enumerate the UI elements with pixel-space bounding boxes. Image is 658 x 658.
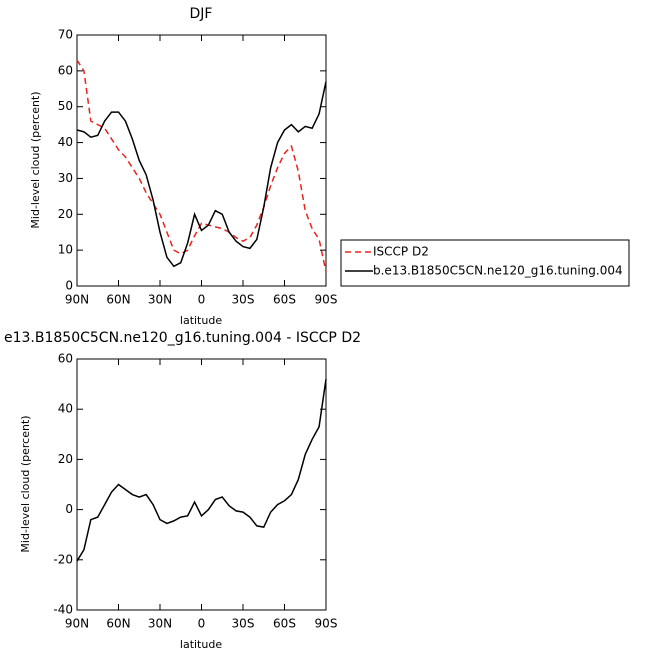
y-tick-label: 60	[58, 352, 73, 366]
y-tick-label: 0	[65, 279, 73, 293]
x-axis-label: latitude	[180, 638, 222, 651]
x-tick-label: 90S	[315, 293, 338, 307]
x-tick-label: 30S	[232, 617, 255, 631]
y-tick-label: -20	[53, 552, 73, 566]
x-tick-label: 30S	[232, 293, 255, 307]
legend-box	[340, 239, 630, 287]
data-line	[76, 59, 327, 272]
x-tick-label: 30N	[148, 617, 172, 631]
legend-label: ISCCP D2	[373, 245, 429, 259]
y-tick-label: 50	[58, 99, 73, 113]
y-tick-label: 20	[58, 452, 73, 466]
y-axis-label: Mid-level cloud (percent)	[29, 91, 42, 228]
plot-frame	[76, 358, 327, 611]
y-tick-label: 20	[58, 207, 73, 221]
y-tick-label: 40	[58, 402, 73, 416]
plot-frame	[76, 34, 327, 287]
y-axis-label: Mid-level cloud (percent)	[19, 415, 32, 552]
x-tick-label: 60N	[106, 293, 130, 307]
x-tick-label: 60S	[273, 293, 296, 307]
x-tick-label: 60S	[273, 617, 296, 631]
x-tick-label: 90N	[65, 617, 89, 631]
y-tick-label: 70	[58, 28, 73, 42]
y-tick-label: 10	[58, 243, 73, 257]
y-tick-label: -40	[53, 603, 73, 617]
chart-title: e13.B1850C5CN.ne120_g16.tuning.004 - ISC…	[4, 330, 361, 346]
x-tick-label: 0	[198, 617, 206, 631]
legend-label: b.e13.B1850C5CN.ne120_g16.tuning.004	[373, 264, 623, 278]
x-tick-label: 90N	[65, 293, 89, 307]
data-line	[76, 81, 327, 268]
y-tick-label: 60	[58, 63, 73, 77]
x-axis-label: latitude	[180, 314, 222, 327]
x-tick-label: 30N	[148, 293, 172, 307]
y-tick-label: 0	[65, 502, 73, 516]
data-line	[76, 378, 327, 562]
x-tick-label: 90S	[315, 617, 338, 631]
y-tick-label: 30	[58, 171, 73, 185]
x-tick-label: 60N	[106, 617, 130, 631]
x-tick-label: 0	[198, 293, 206, 307]
chart-title: DJF	[190, 6, 213, 22]
y-tick-label: 40	[58, 135, 73, 149]
